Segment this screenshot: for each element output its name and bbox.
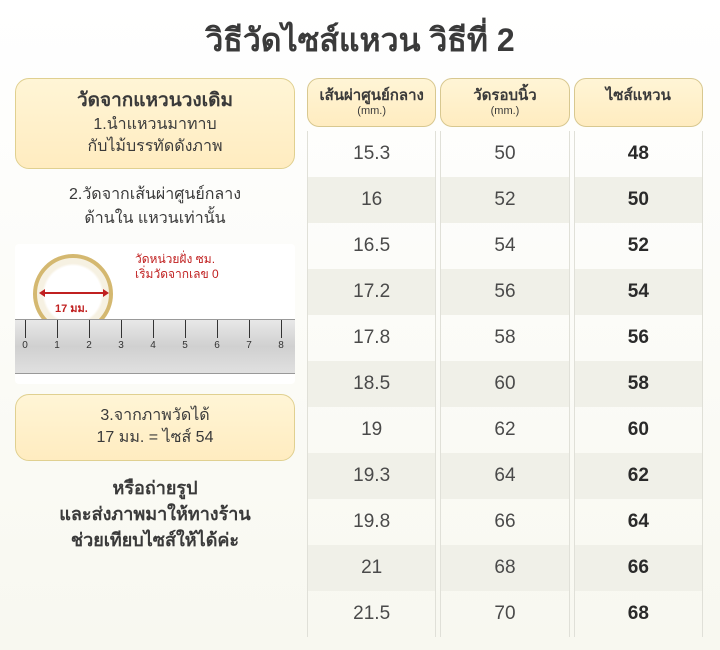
- ruler-graphic: 0 1 2 3 4 5 6 7 8: [15, 319, 295, 374]
- ruler-number: 4: [150, 340, 156, 351]
- step2-line2: ด้านใน แหวนเท่านั้น: [21, 207, 289, 230]
- final-note: หรือถ่ายรูป และส่งภาพมาให้ทางร้าน ช่วยเท…: [15, 471, 295, 557]
- table-cell: 54: [574, 269, 703, 315]
- table-cell: 58: [574, 361, 703, 407]
- step1-line2: กับไม้บรรทัดดังภาพ: [28, 136, 282, 158]
- table-row: 17.85856: [305, 315, 705, 361]
- table-row: 15.35048: [305, 131, 705, 177]
- table-cell: 21.5: [307, 591, 436, 637]
- ruler-tick: [185, 320, 186, 338]
- ring-size-guide: วิธีวัดไซส์แหวน วิธีที่ 2 วัดจากแหวนวงเด…: [0, 0, 720, 650]
- ruler-tick: [217, 320, 218, 338]
- main-title: วิธีวัดไซส์แหวน วิธีที่ 2: [0, 0, 720, 78]
- table-row: 21.57068: [305, 591, 705, 637]
- ruler-tick: [89, 320, 90, 338]
- table-header-2: ไซส์แหวน: [574, 78, 703, 127]
- table-cell: 64: [440, 453, 569, 499]
- table-cell: 56: [440, 269, 569, 315]
- final-line2: และส่งภาพมาให้ทางร้าน: [21, 501, 289, 527]
- ruler-number: 7: [246, 340, 252, 351]
- table-cell: 15.3: [307, 131, 436, 177]
- th-sub: (mm.): [312, 105, 431, 118]
- ruler-number: 1: [54, 340, 60, 351]
- content-row: วัดจากแหวนวงเดิม 1.นำแหวนมาทาบ กับไม้บรร…: [0, 78, 720, 637]
- table-cell: 52: [574, 223, 703, 269]
- ruler-tick: [153, 320, 154, 338]
- ruler-number: 0: [22, 340, 28, 351]
- ruler-hint: วัดหน่วยฝั่ง ซม. เริ่มวัดจากเลข 0: [135, 252, 219, 283]
- table-cell: 16.5: [307, 223, 436, 269]
- ruler-tick: [249, 320, 250, 338]
- table-cell: 60: [440, 361, 569, 407]
- table-row: 19.86664: [305, 499, 705, 545]
- table-row: 196260: [305, 407, 705, 453]
- ruler-number: 3: [118, 340, 124, 351]
- ring-measurement: 17 มม.: [55, 299, 88, 317]
- table-cell: 64: [574, 499, 703, 545]
- step1-line1: 1.นำแหวนมาทาบ: [28, 114, 282, 136]
- th-sub: (mm.): [445, 105, 564, 118]
- table-cell: 21: [307, 545, 436, 591]
- table-cell: 52: [440, 177, 569, 223]
- table-cell: 66: [574, 545, 703, 591]
- ruler-hint-line1: วัดหน่วยฝั่ง ซม.: [135, 252, 219, 268]
- th-main: ไซส์แหวน: [606, 87, 671, 104]
- ruler-number: 6: [214, 340, 220, 351]
- table-header-row: เส้นผ่าศูนย์กลาง(mm.)วัดรอบนิ้ว(mm.)ไซส์…: [305, 78, 705, 127]
- ruler-number: 5: [182, 340, 188, 351]
- table-cell: 62: [574, 453, 703, 499]
- table-cell: 17.8: [307, 315, 436, 361]
- instruction-block-1: วัดจากแหวนวงเดิม 1.นำแหวนมาทาบ กับไม้บรร…: [15, 78, 295, 169]
- instructions-column: วัดจากแหวนวงเดิม 1.นำแหวนมาทาบ กับไม้บรร…: [15, 78, 295, 637]
- ruler-tick: [281, 320, 282, 338]
- table-cell: 54: [440, 223, 569, 269]
- table-cell: 70: [440, 591, 569, 637]
- table-body: 15.3504816525016.5545217.2565417.8585618…: [305, 131, 705, 637]
- table-cell: 18.5: [307, 361, 436, 407]
- final-line1: หรือถ่ายรูป: [21, 475, 289, 501]
- ruler-tick: [25, 320, 26, 338]
- table-row: 16.55452: [305, 223, 705, 269]
- ruler-illustration: วัดหน่วยฝั่ง ซม. เริ่มวัดจากเลข 0 17 มม.…: [15, 244, 295, 384]
- table-row: 18.56058: [305, 361, 705, 407]
- table-cell: 50: [440, 131, 569, 177]
- step3-line2: 17 มม. = ไซส์ 54: [28, 427, 282, 449]
- table-cell: 68: [440, 545, 569, 591]
- final-line3: ช่วยเทียบไซส์ให้ได้ค่ะ: [21, 527, 289, 553]
- table-cell: 19.3: [307, 453, 436, 499]
- step1-title: วัดจากแหวนวงเดิม: [28, 89, 282, 114]
- step2-line1: 2.วัดจากเส้นผ่าศูนย์กลาง: [21, 183, 289, 206]
- table-cell: 19: [307, 407, 436, 453]
- table-cell: 58: [440, 315, 569, 361]
- table-cell: 68: [574, 591, 703, 637]
- th-main: เส้นผ่าศูนย์กลาง: [319, 87, 423, 104]
- ruler-ticks: 0 1 2 3 4 5 6 7 8: [25, 320, 295, 373]
- table-cell: 19.8: [307, 499, 436, 545]
- step2-text: 2.วัดจากเส้นผ่าศูนย์กลาง ด้านใน แหวนเท่า…: [15, 179, 295, 233]
- table-row: 216866: [305, 545, 705, 591]
- ruler-tick: [121, 320, 122, 338]
- table-header-1: วัดรอบนิ้ว(mm.): [440, 78, 569, 127]
- instruction-block-3: 3.จากภาพวัดได้ 17 มม. = ไซส์ 54: [15, 394, 295, 461]
- step3-line1: 3.จากภาพวัดได้: [28, 405, 282, 427]
- th-main: วัดรอบนิ้ว: [473, 87, 536, 104]
- table-cell: 62: [440, 407, 569, 453]
- table-cell: 16: [307, 177, 436, 223]
- ruler-number: 2: [86, 340, 92, 351]
- table-row: 165250: [305, 177, 705, 223]
- table-cell: 50: [574, 177, 703, 223]
- table-cell: 66: [440, 499, 569, 545]
- size-table: เส้นผ่าศูนย์กลาง(mm.)วัดรอบนิ้ว(mm.)ไซส์…: [305, 78, 705, 637]
- measure-arrow-icon: [43, 292, 105, 294]
- ruler-tick: [57, 320, 58, 338]
- table-cell: 17.2: [307, 269, 436, 315]
- table-cell: 56: [574, 315, 703, 361]
- table-cell: 60: [574, 407, 703, 453]
- table-row: 17.25654: [305, 269, 705, 315]
- table-cell: 48: [574, 131, 703, 177]
- ruler-hint-line2: เริ่มวัดจากเลข 0: [135, 267, 219, 283]
- table-header-0: เส้นผ่าศูนย์กลาง(mm.): [307, 78, 436, 127]
- ruler-number: 8: [278, 340, 284, 351]
- table-row: 19.36462: [305, 453, 705, 499]
